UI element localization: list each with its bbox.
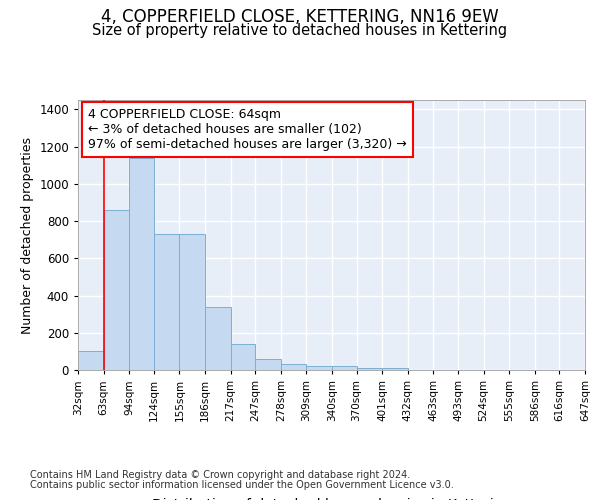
Bar xyxy=(382,368,408,370)
Bar xyxy=(154,234,179,370)
Text: 4, COPPERFIELD CLOSE, KETTERING, NN16 9EW: 4, COPPERFIELD CLOSE, KETTERING, NN16 9E… xyxy=(101,8,499,26)
Bar xyxy=(356,368,382,370)
Bar xyxy=(255,359,281,370)
Bar xyxy=(179,234,205,370)
Bar xyxy=(332,366,356,370)
Bar xyxy=(281,364,307,370)
Text: Contains public sector information licensed under the Open Government Licence v3: Contains public sector information licen… xyxy=(30,480,454,490)
Text: Contains HM Land Registry data © Crown copyright and database right 2024.: Contains HM Land Registry data © Crown c… xyxy=(30,470,410,480)
Bar xyxy=(205,306,230,370)
Bar xyxy=(129,158,154,370)
Bar xyxy=(104,210,129,370)
Text: 4 COPPERFIELD CLOSE: 64sqm
← 3% of detached houses are smaller (102)
97% of semi: 4 COPPERFIELD CLOSE: 64sqm ← 3% of detac… xyxy=(88,108,407,151)
Bar xyxy=(230,344,255,370)
Y-axis label: Number of detached properties: Number of detached properties xyxy=(20,136,34,334)
Bar xyxy=(307,366,332,370)
Bar xyxy=(78,352,104,370)
Text: Size of property relative to detached houses in Kettering: Size of property relative to detached ho… xyxy=(92,22,508,38)
X-axis label: Distribution of detached houses by size in Kettering: Distribution of detached houses by size … xyxy=(152,498,511,500)
